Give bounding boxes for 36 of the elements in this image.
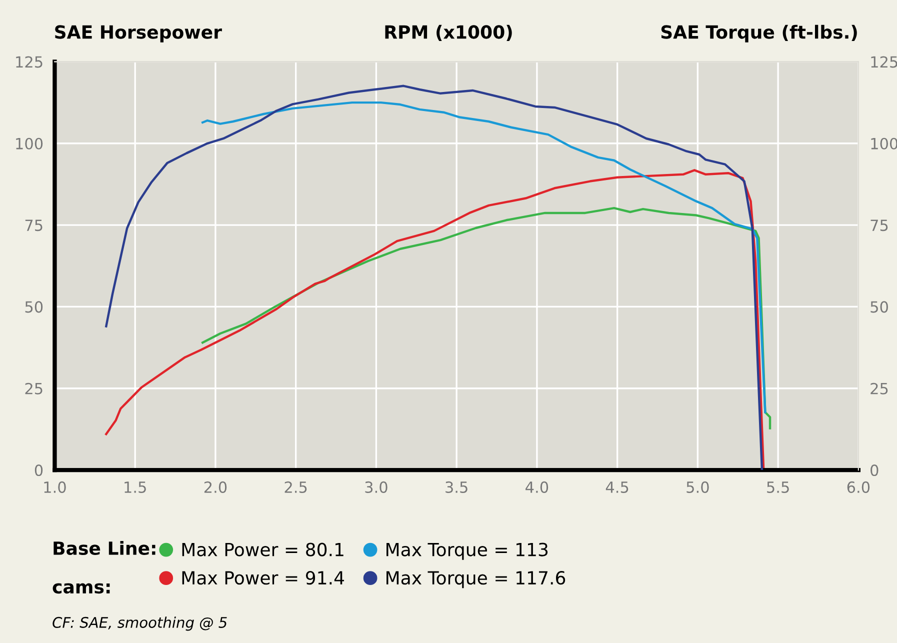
legend-label: Max Power = 91.4 xyxy=(182,571,344,585)
y-tick-label: 50 xyxy=(25,301,43,313)
x-tick-label: 3.0 xyxy=(365,481,388,493)
y2-tick-label: 125 xyxy=(871,56,897,68)
legend-label: Max Power = 80.1 xyxy=(182,542,344,556)
x-tick-label: 4.0 xyxy=(526,481,548,493)
y-tick-label: 75 xyxy=(25,220,42,232)
y2-tick-label: 75 xyxy=(870,220,888,232)
x-tick-label: 1.5 xyxy=(124,482,146,493)
y-tick-label: 100 xyxy=(16,138,43,150)
x-tick-label: 6.0 xyxy=(847,481,870,493)
legend-label: Max Torque = 113 xyxy=(386,542,548,560)
y2-tick-label: 0 xyxy=(870,464,878,476)
x-tick-label: 3.5 xyxy=(446,481,468,493)
line-series xyxy=(201,101,766,414)
y-axis-title: SAE Horsepower xyxy=(55,25,222,42)
x-tick-label: 4.5 xyxy=(606,482,628,493)
y-tick-label: 0 xyxy=(34,464,43,476)
y-tick-label: 125 xyxy=(16,56,42,68)
x-tick-label: 5.5 xyxy=(767,482,789,493)
x-tick-label: 5.0 xyxy=(686,481,709,493)
text: Base Line: xyxy=(54,541,156,556)
y-tick-label: 25 xyxy=(25,382,42,394)
line-series xyxy=(105,84,764,470)
x-tick-label: 1.0 xyxy=(44,481,66,493)
y2-tick-label: 50 xyxy=(870,301,888,313)
legend-label: Max Torque = 117.6 xyxy=(386,571,566,588)
x-tick-label: 2.0 xyxy=(204,481,227,493)
text: CF: SAE, smoothing @ 5 xyxy=(52,616,227,631)
text: cams: xyxy=(52,583,110,594)
y2-axis-title: SAE Torque (ft-lbs.) xyxy=(661,24,857,42)
line-series xyxy=(105,169,765,470)
line-series xyxy=(201,206,772,430)
x-axis-title: RPM (x1000) xyxy=(385,24,512,41)
x-tick-label: 2.5 xyxy=(284,481,307,493)
y2-tick-label: 25 xyxy=(870,382,888,394)
